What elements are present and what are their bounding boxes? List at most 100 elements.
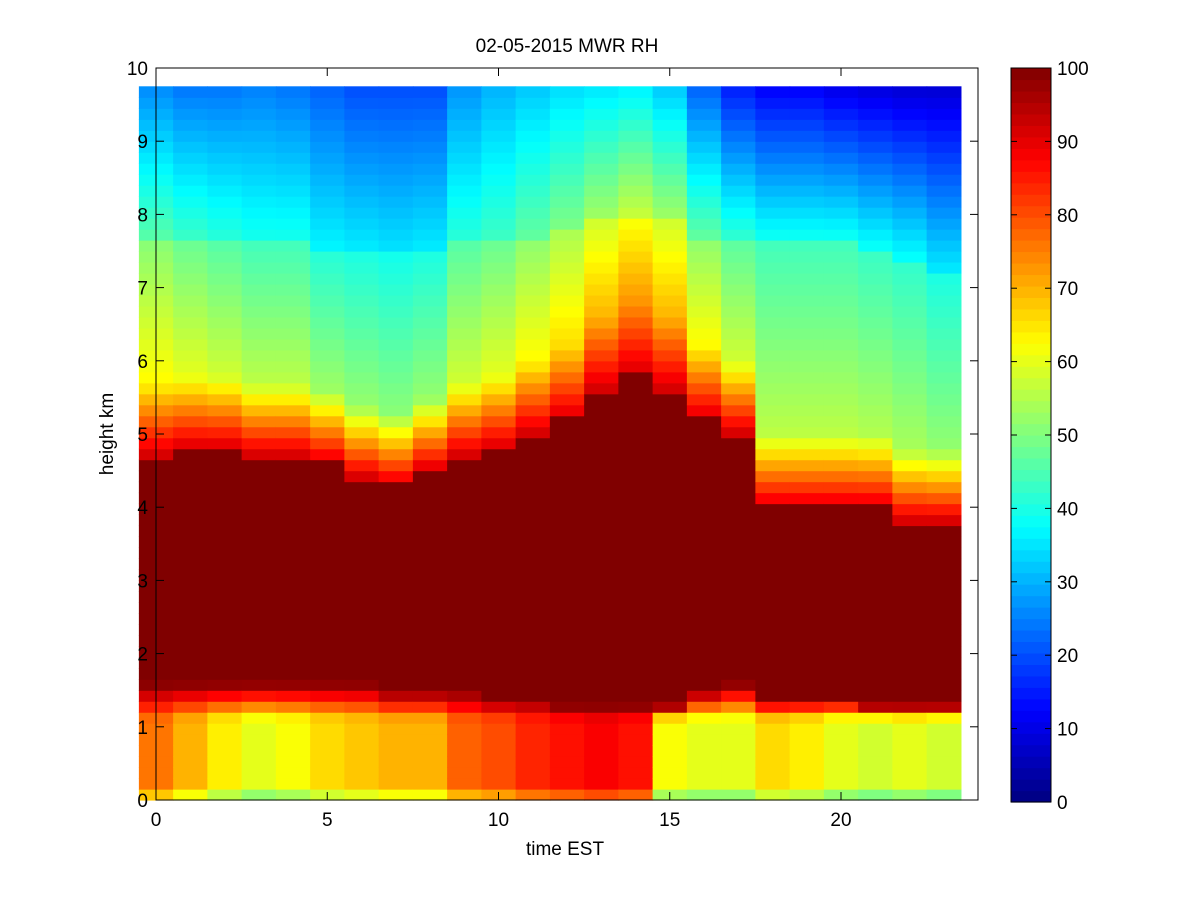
heatmap-cell xyxy=(618,174,654,186)
heatmap-cell xyxy=(173,470,208,483)
heatmap-cell xyxy=(858,338,893,351)
heatmap-cell xyxy=(241,569,277,581)
heatmap-cell xyxy=(755,240,791,252)
heatmap-cell xyxy=(378,218,414,230)
heatmap-cell xyxy=(241,185,277,197)
heatmap-cell xyxy=(378,613,414,625)
heatmap-cell xyxy=(618,712,654,724)
heatmap-cell xyxy=(310,602,345,614)
heatmap-cell xyxy=(344,437,380,450)
heatmap-cell xyxy=(549,130,585,142)
heatmap-cell xyxy=(310,679,345,691)
heatmap-cell xyxy=(789,415,825,428)
heatmap-cell xyxy=(310,251,345,263)
heatmap-cell xyxy=(584,525,619,538)
heatmap-cell xyxy=(721,272,756,285)
heatmap-cell xyxy=(515,547,551,560)
heatmap-cell xyxy=(858,316,893,329)
heatmap-cell xyxy=(823,635,859,647)
heatmap-cell xyxy=(173,229,208,241)
heatmap-cell xyxy=(207,371,243,384)
heatmap-cell xyxy=(378,635,414,647)
heatmap-cell xyxy=(549,503,585,516)
heatmap-cell xyxy=(686,712,722,724)
heatmap-cell xyxy=(207,470,243,483)
heatmap-cell xyxy=(789,668,825,680)
heatmap-cell xyxy=(789,459,825,472)
heatmap-cell xyxy=(755,657,791,669)
heatmap-cell xyxy=(584,756,619,768)
heatmap-cell xyxy=(275,119,311,131)
heatmap-cell xyxy=(858,130,893,142)
heatmap-cell xyxy=(207,448,243,461)
heatmap-cell xyxy=(344,613,380,625)
heatmap-cell xyxy=(241,240,277,252)
heatmap-cell xyxy=(241,767,277,779)
heatmap-cell xyxy=(481,657,517,669)
heatmap-cell xyxy=(241,251,277,263)
heatmap-cell xyxy=(412,229,448,241)
heatmap-cell xyxy=(241,196,277,208)
heatmap-cell xyxy=(344,624,380,636)
heatmap-cell xyxy=(721,789,756,801)
heatmap-cell xyxy=(344,360,380,373)
heatmap-cell xyxy=(892,86,928,98)
heatmap-cell xyxy=(310,371,345,384)
heatmap-cell xyxy=(858,459,893,472)
heatmap-cell xyxy=(652,437,688,450)
heatmap-cell xyxy=(515,174,551,186)
heatmap-cell xyxy=(344,327,380,340)
colorbar-segment xyxy=(1011,790,1051,803)
heatmap-cell xyxy=(378,580,414,592)
heatmap-cell xyxy=(823,723,859,735)
heatmap-cell xyxy=(447,690,482,702)
heatmap-cell xyxy=(549,141,585,153)
heatmap-cell xyxy=(584,437,619,450)
heatmap-cell xyxy=(652,547,688,560)
heatmap-cell xyxy=(892,119,928,131)
heatmap-cell xyxy=(275,185,311,197)
heatmap-cell xyxy=(173,723,208,735)
colorbar-segment xyxy=(1011,285,1051,298)
heatmap-cell xyxy=(481,558,517,571)
heatmap-cell xyxy=(652,525,688,538)
heatmap-cell xyxy=(275,261,311,274)
heatmap-cell xyxy=(241,558,277,571)
heatmap-cell xyxy=(515,734,551,746)
heatmap-cell xyxy=(344,283,380,296)
heatmap-cell xyxy=(652,97,688,109)
heatmap-cell xyxy=(549,426,585,439)
heatmap-cell xyxy=(241,690,277,702)
heatmap-cell xyxy=(173,426,208,439)
heatmap-cell xyxy=(892,613,928,625)
heatmap-cell xyxy=(173,261,208,274)
heatmap-cell xyxy=(823,613,859,625)
heatmap-cell xyxy=(344,393,380,406)
heatmap-cell xyxy=(652,492,688,505)
colorbar-segment xyxy=(1011,446,1051,459)
heatmap-cell xyxy=(412,448,448,461)
heatmap-cell xyxy=(652,218,688,230)
colorbar-segment xyxy=(1011,297,1051,310)
heatmap-cell xyxy=(584,679,619,691)
heatmap-cell xyxy=(721,119,756,131)
heatmap-cell xyxy=(892,415,928,428)
heatmap-cell xyxy=(412,514,448,527)
colorbar-segment xyxy=(1011,744,1051,757)
colorbar-segment xyxy=(1011,251,1051,264)
heatmap-cell xyxy=(652,503,688,516)
heatmap-cell xyxy=(549,327,585,340)
heatmap-cell xyxy=(207,86,243,98)
heatmap-cell xyxy=(892,349,928,362)
heatmap-cell xyxy=(618,734,654,746)
heatmap-cell xyxy=(310,196,345,208)
heatmap-cell xyxy=(173,613,208,625)
heatmap-cell xyxy=(549,591,585,603)
heatmap-cell xyxy=(721,251,756,263)
heatmap-cell xyxy=(310,316,345,329)
heatmap-cell xyxy=(926,470,962,483)
heatmap-cell xyxy=(686,360,722,373)
heatmap-cell xyxy=(412,613,448,625)
heatmap-cell xyxy=(686,778,722,790)
heatmap-cell xyxy=(584,536,619,549)
